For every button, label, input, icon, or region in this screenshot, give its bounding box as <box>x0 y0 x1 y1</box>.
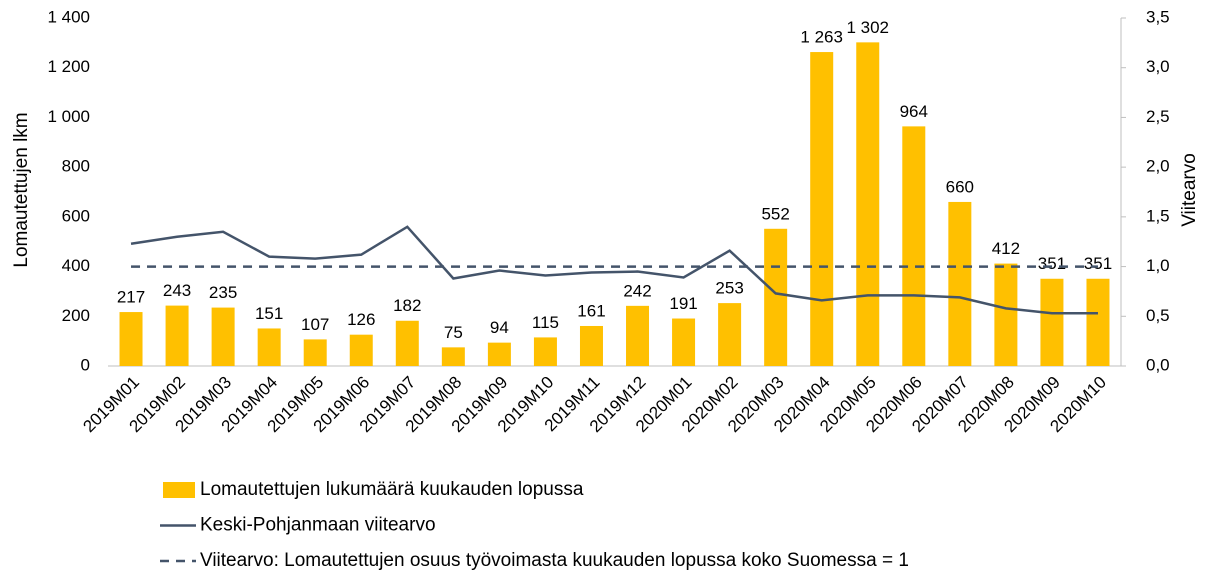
legend-label: Keski-Pohjanmaan viitearvo <box>200 515 436 536</box>
y2-tick-label: 3,0 <box>1146 57 1170 76</box>
bar <box>994 263 1018 366</box>
bar <box>1086 278 1110 366</box>
y2-tick-label: 3,5 <box>1146 7 1170 26</box>
y-tick-label: 0 <box>81 355 90 374</box>
data-label: 191 <box>669 294 697 313</box>
bar <box>856 42 880 367</box>
legend-label: Viitearvo: Lomautettujen osuus työvoimas… <box>200 550 909 571</box>
data-label: 151 <box>255 304 283 323</box>
data-label: 243 <box>163 281 191 300</box>
y2-tick-label: 1,0 <box>1146 256 1170 275</box>
y-axis-title: Lomautettujen lkm <box>11 112 32 267</box>
bar <box>579 325 603 366</box>
data-label: 75 <box>444 323 463 342</box>
y2-tick-label: 2,5 <box>1146 107 1170 126</box>
y2-tick-label: 0,5 <box>1146 306 1170 325</box>
bar <box>257 328 281 366</box>
bar <box>533 337 557 366</box>
data-label: 412 <box>992 239 1020 258</box>
y2-axis-title: Viitearvo <box>1179 153 1200 227</box>
data-label: 94 <box>490 318 509 337</box>
bar <box>1040 278 1064 366</box>
legend-label: Lomautettujen lukumäärä kuukauden lopuss… <box>200 479 584 500</box>
bar <box>441 347 465 366</box>
y-tick-label: 600 <box>62 206 90 225</box>
y-tick-label: 1 400 <box>47 7 90 26</box>
legend-swatch <box>163 482 195 498</box>
y-tick-label: 1 000 <box>47 107 90 126</box>
data-label: 964 <box>900 102 928 121</box>
data-label: 552 <box>761 204 789 223</box>
bar <box>395 320 419 366</box>
data-label: 242 <box>623 281 651 300</box>
line <box>130 225 1098 315</box>
bar <box>626 305 650 366</box>
data-label: 107 <box>301 315 329 334</box>
data-label: 660 <box>946 177 974 196</box>
y2-tick-label: 2,0 <box>1146 157 1170 176</box>
y-tick-label: 800 <box>62 157 90 176</box>
y2-tick-label: 1,5 <box>1146 206 1170 225</box>
data-label: 126 <box>347 310 375 329</box>
bar <box>303 339 327 366</box>
y2-tick-label: 0,0 <box>1146 355 1170 374</box>
data-label: 253 <box>715 279 743 298</box>
data-label: 115 <box>532 313 559 332</box>
bar <box>902 126 926 367</box>
bar <box>718 303 742 366</box>
bar <box>948 201 972 366</box>
bar <box>119 312 143 366</box>
bar <box>810 52 834 366</box>
bar <box>487 342 511 366</box>
bar <box>165 305 189 366</box>
data-label: 161 <box>577 301 605 320</box>
y-tick-label: 400 <box>62 256 90 275</box>
bar <box>672 318 696 366</box>
data-label: 1 263 <box>800 28 843 47</box>
data-label: 351 <box>1038 254 1066 273</box>
y-tick-label: 1 200 <box>47 57 90 76</box>
data-label: 217 <box>117 288 145 307</box>
bar <box>764 228 788 366</box>
data-label: 182 <box>393 296 421 315</box>
data-label: 235 <box>209 283 237 302</box>
data-label: 351 <box>1084 254 1112 273</box>
data-label: 1 302 <box>846 18 889 37</box>
bar <box>349 334 373 366</box>
y-tick-label: 200 <box>62 306 90 325</box>
bar <box>211 307 235 366</box>
